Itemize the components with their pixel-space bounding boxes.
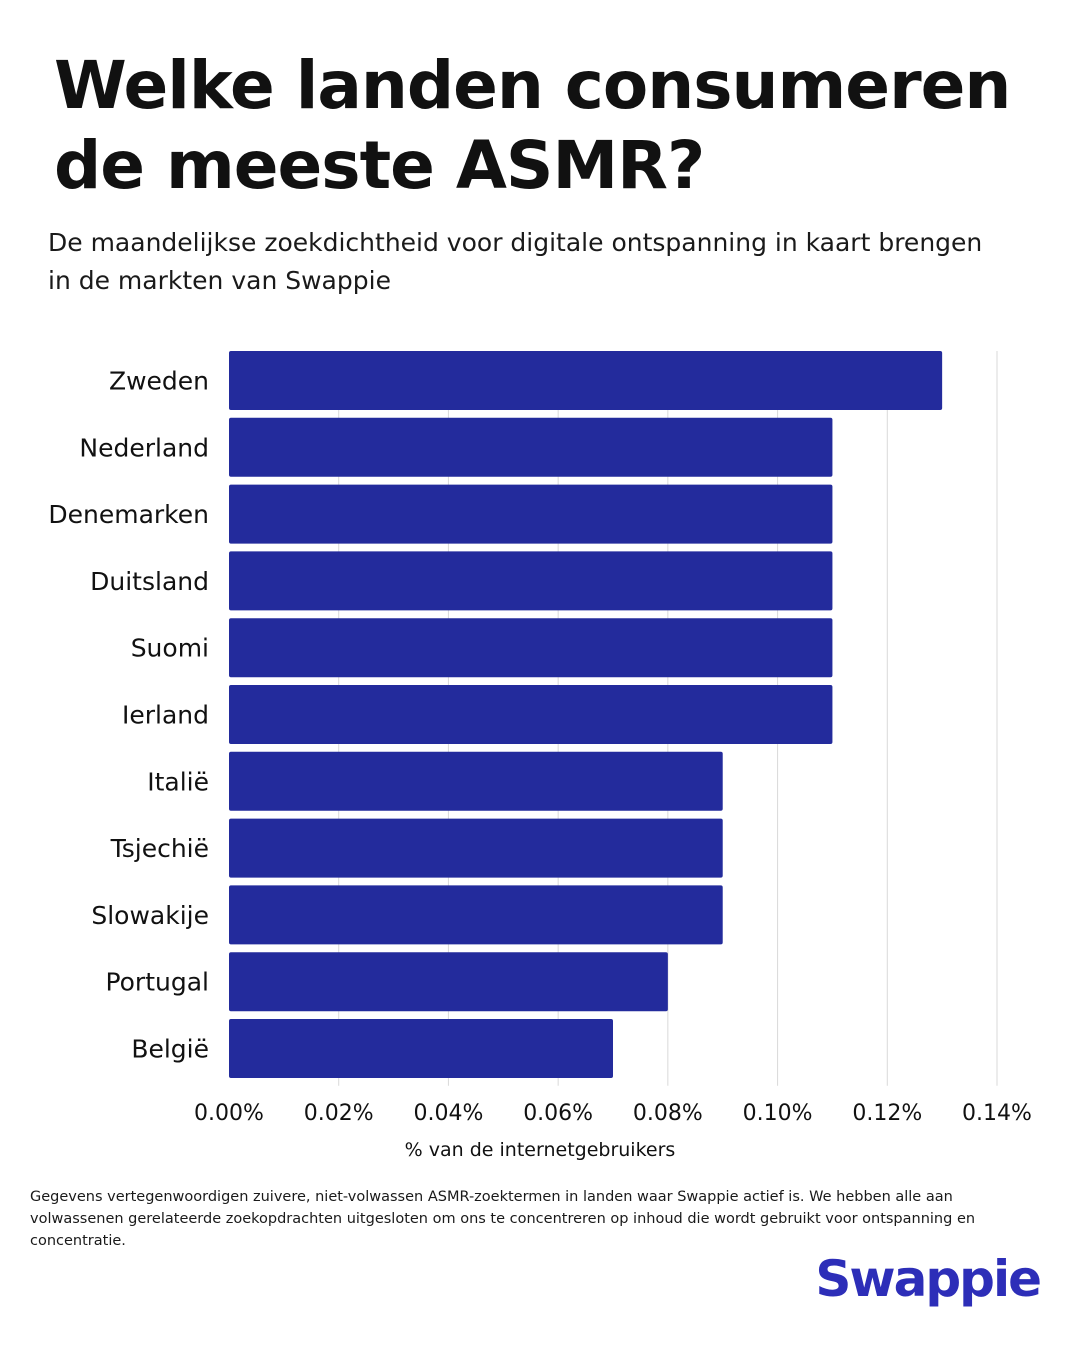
bar-chart: Zweden Nederland Denemarken Duitsland Suomi I…: [48, 351, 1032, 1161]
x-tick-label: 0.08%: [633, 1101, 703, 1126]
swappie-logo: Swappie: [815, 1250, 1042, 1308]
x-tick-label: 0.04%: [413, 1101, 483, 1126]
x-tick-label: 0.00%: [194, 1101, 264, 1126]
category-label: Tsjechië: [110, 834, 209, 863]
category-label: Zweden: [109, 367, 209, 396]
x-tick-label: 0.14%: [962, 1101, 1032, 1126]
bar-ierland: [229, 685, 833, 744]
category-labels: Zweden Nederland Denemarken Duitsland Suomi I…: [48, 367, 209, 1064]
bar-denemarken: [229, 484, 833, 544]
bar-italië: [229, 751, 723, 811]
x-axis-label: % van de internetgebruikers: [405, 1139, 676, 1161]
chart-title: Welke landen consumeren de meeste ASMR?: [54, 47, 1011, 204]
bar-portugal: [229, 952, 668, 1012]
category-label: Duitsland: [90, 567, 209, 596]
category-label: Suomi: [131, 634, 209, 663]
bar-zweden: [229, 351, 943, 410]
footnote: Gegevens vertegenwoordigen zuivere, niet…: [30, 1189, 976, 1249]
category-label: Ierland: [122, 701, 209, 730]
x-tick-label: 0.02%: [304, 1101, 374, 1126]
category-label: Portugal: [105, 968, 209, 997]
category-label: België: [131, 1035, 209, 1064]
bars: [229, 351, 943, 1078]
x-tick-labels: 0.00% 0.02% 0.04% 0.06% 0.08% 0.10% 0.12% 0.14%: [194, 1101, 1032, 1126]
bar-suomi: [229, 618, 833, 678]
x-tick-label: 0.12%: [852, 1101, 922, 1126]
bar-duitsland: [229, 551, 833, 611]
bar-slowakije: [229, 885, 723, 945]
category-label: Italië: [147, 767, 209, 796]
category-label: Slowakije: [91, 901, 209, 930]
category-label: Nederland: [79, 433, 209, 462]
bar-nederland: [229, 417, 833, 477]
bar-tsjechië: [229, 818, 723, 878]
category-label: Denemarken: [48, 500, 209, 529]
chart-subtitle: De maandelijkse zoekdichtheid voor digit…: [48, 228, 983, 295]
bar-belgië: [229, 1019, 613, 1078]
x-tick-label: 0.10%: [743, 1101, 813, 1126]
x-tick-label: 0.06%: [523, 1101, 593, 1126]
